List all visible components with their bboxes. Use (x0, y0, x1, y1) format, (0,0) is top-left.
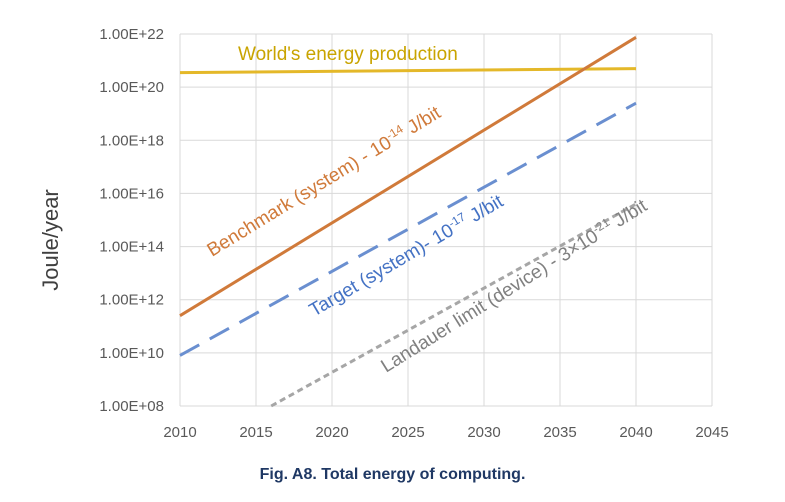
y-tick-label: 1.00E+14 (99, 239, 164, 256)
x-tick-label: 2040 (619, 424, 652, 441)
annotation-0: World's energy production (238, 44, 458, 65)
series-line-2 (179, 101, 637, 357)
x-tick-label: 2015 (239, 424, 272, 441)
annotation-unit: J/bit (606, 195, 652, 234)
annotation-text: World's energy production (238, 44, 458, 65)
y-tick-label: 1.00E+08 (99, 398, 164, 415)
series-line-0 (179, 67, 637, 75)
y-tick-label: 1.00E+20 (99, 79, 164, 96)
x-tick-label: 2035 (543, 424, 576, 441)
y-tick-label: 1.00E+12 (99, 292, 164, 309)
y-tick-label: 1.00E+18 (99, 132, 164, 149)
energy-chart: 2010 2015 2020 2025 2030 2035 2040 2045 1.00E+0… (38, 26, 729, 441)
y-tick-label: 1.00E+22 (99, 26, 164, 43)
gridlines (179, 33, 713, 407)
annotation-1: Benchmark (system) - 10-14 J/bit (203, 100, 446, 261)
x-tick-labels: 2010 2015 2020 2025 2030 2035 2040 2045 (163, 424, 728, 441)
x-tick-label: 2025 (391, 424, 424, 441)
y-tick-labels: 1.00E+08 1.00E+10 1.00E+12 1.00E+14 1.00E+16… (99, 26, 164, 415)
x-tick-label: 2010 (163, 424, 196, 441)
x-tick-label: 2045 (695, 424, 728, 441)
annotation-unit: J/bit (399, 102, 445, 141)
x-tick-label: 2030 (467, 424, 500, 441)
annotation-unit: J/bit (462, 191, 508, 230)
y-axis-label: Joule/year (38, 189, 63, 291)
x-tick-label: 2020 (315, 424, 348, 441)
y-tick-label: 1.00E+10 (99, 345, 164, 362)
figure-caption: Fig. A8. Total energy of computing. (259, 466, 526, 483)
annotations: World's energy production Benchmark (syst… (203, 44, 652, 377)
series-line-1 (179, 36, 637, 317)
y-tick-label: 1.00E+16 (99, 185, 164, 202)
annotation-text: Target (system)- 10 (306, 220, 458, 321)
series-lines (179, 36, 637, 408)
annotation-3: Landauer limit (device) - 3×10-21 J/bit (376, 193, 651, 377)
